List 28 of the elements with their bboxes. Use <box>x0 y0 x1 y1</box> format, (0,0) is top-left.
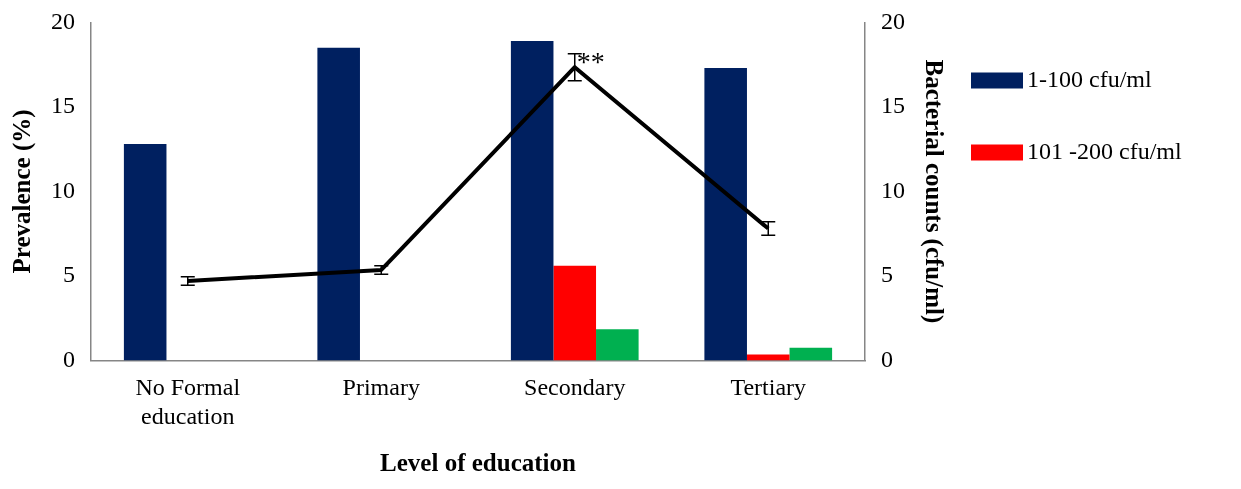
y-tick-label: 10 <box>51 176 75 203</box>
x-tick-label: Tertiary <box>730 374 807 401</box>
y2-tick-label: 0 <box>881 345 893 372</box>
bar <box>596 329 639 361</box>
legend-label: 1-100 cfu/ml <box>1027 65 1152 92</box>
y-tick-label: 5 <box>63 261 75 288</box>
y-tick-label: 20 <box>51 7 75 34</box>
x-tick-label: Primary <box>342 374 420 401</box>
bar <box>123 144 167 361</box>
x-tick-label: No Formal education <box>135 374 241 429</box>
y2-tick-label: 15 <box>881 92 905 119</box>
y-tick-label: 15 <box>51 92 75 119</box>
bar <box>789 347 833 361</box>
y2-tick-label: 10 <box>881 176 905 203</box>
bar <box>510 40 554 361</box>
annotation: ** <box>576 45 605 77</box>
x-tick-label: Secondary <box>524 374 626 401</box>
bar <box>746 354 790 361</box>
bar <box>704 68 747 361</box>
y2-axis-title: Bacterial counts (cfu/ml) <box>919 59 948 324</box>
bar <box>317 47 360 361</box>
y2-tick-label: 20 <box>881 7 905 34</box>
y2-tick-label: 5 <box>881 261 893 288</box>
y-axis-title: Prevalence (%) <box>8 109 37 274</box>
y-tick-label: 0 <box>63 345 75 372</box>
x-axis-title: Level of education <box>380 449 576 477</box>
bar <box>553 265 597 361</box>
legend-label: 101 -200 cfu/ml <box>1027 137 1182 164</box>
